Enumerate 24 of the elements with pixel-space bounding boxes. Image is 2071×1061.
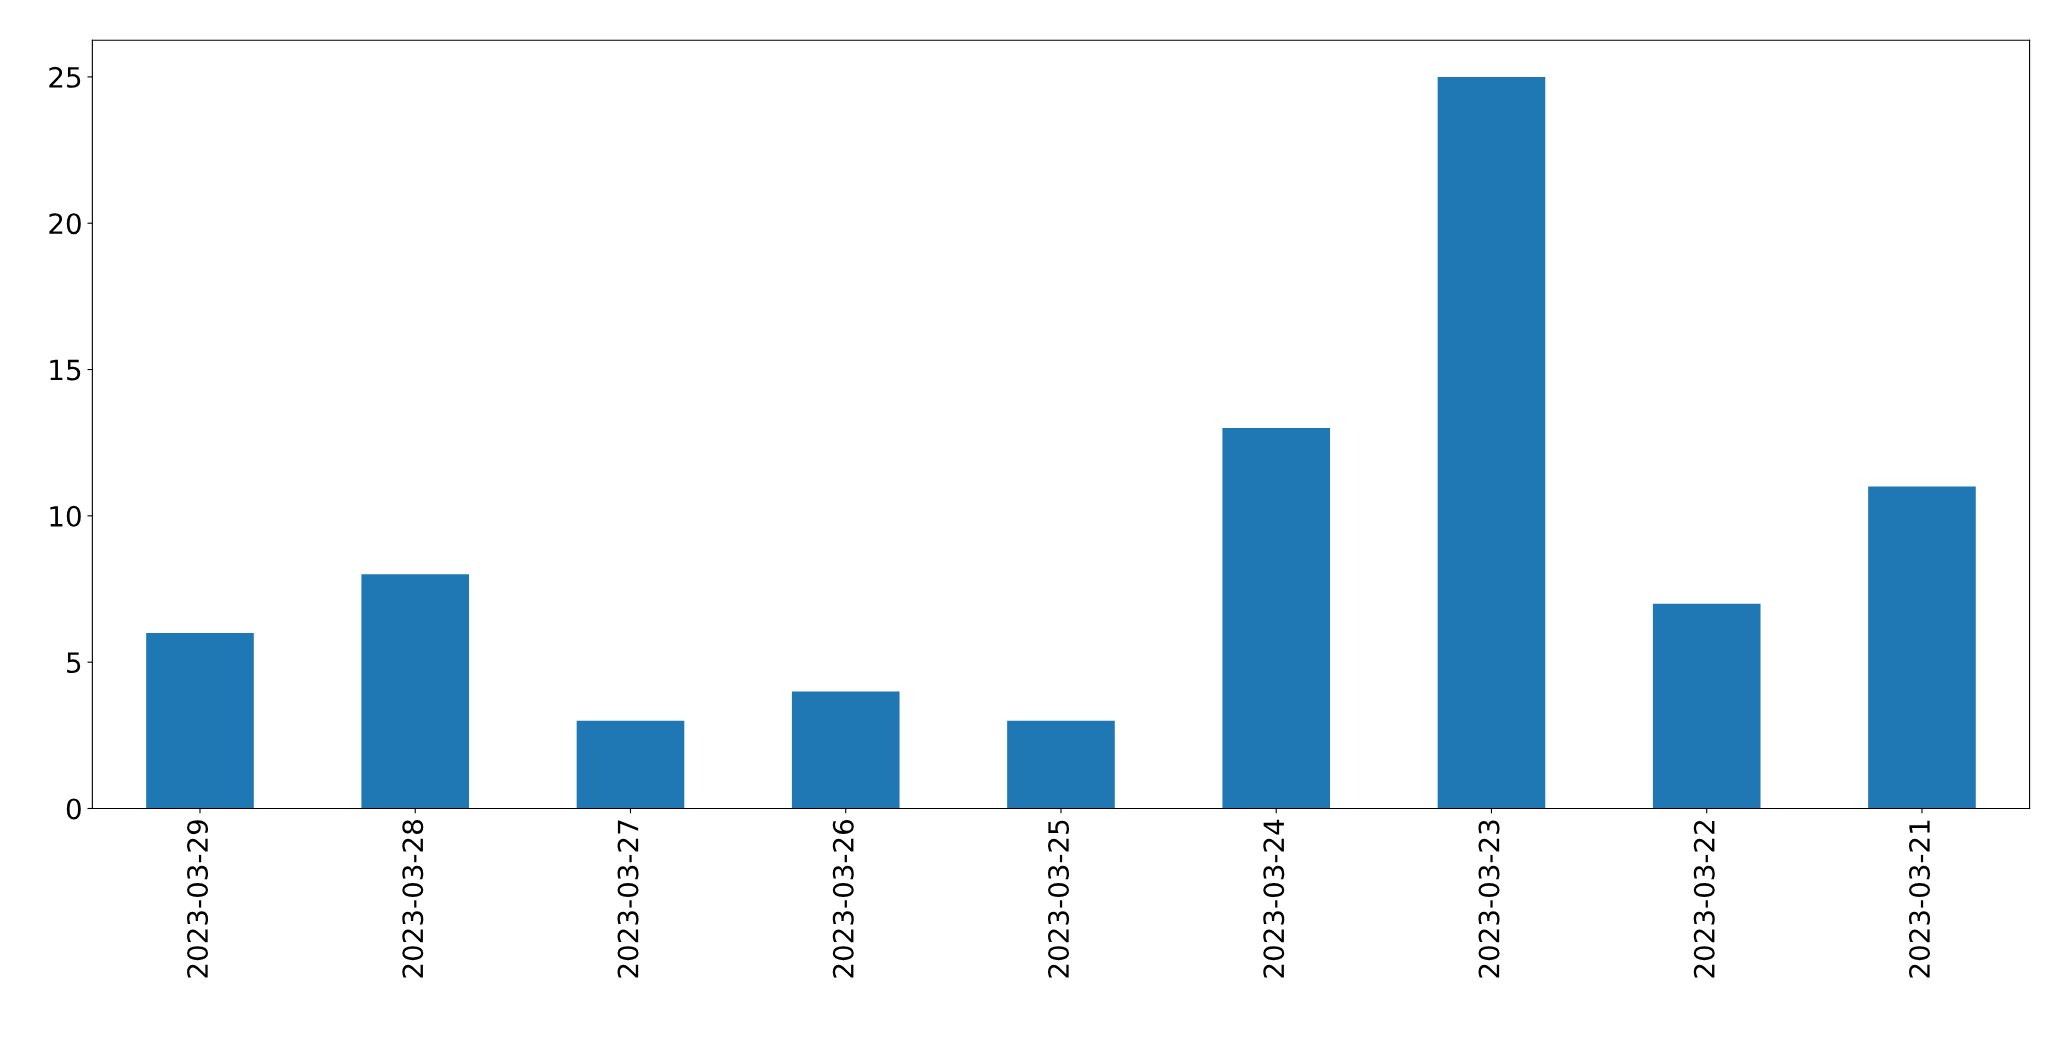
bar — [361, 574, 470, 809]
y-tick-label: 5 — [67, 652, 81, 674]
bar — [1868, 486, 1976, 809]
y-tick-label: 10 — [50, 505, 81, 527]
x-tick-label: 2023-03-24 — [1263, 819, 1285, 978]
bar — [1437, 76, 1546, 809]
bar — [576, 720, 685, 809]
x-tick-label: 2023-03-27 — [617, 820, 639, 978]
y-tick-label: 15 — [50, 359, 81, 381]
y-tick-label: 20 — [49, 213, 81, 235]
y-tick-label: 25 — [49, 66, 81, 88]
x-tick-label: 2023-03-28 — [402, 820, 424, 978]
x-tick-label: 2023-03-29 — [187, 820, 209, 978]
x-tick-label: 2023-03-22 — [1693, 820, 1715, 978]
x-tick-label: 2023-03-26 — [832, 819, 854, 978]
bar — [791, 691, 900, 809]
x-tick-label: 2023-03-21 — [1909, 820, 1931, 978]
x-tick-label: 2023-03-25 — [1048, 820, 1070, 978]
bar — [1652, 603, 1761, 809]
y-tick-label: 0 — [66, 798, 81, 820]
bar — [146, 632, 254, 809]
bar — [1222, 428, 1331, 809]
x-tick-label: 2023-03-23 — [1478, 820, 1500, 978]
bar — [1007, 720, 1115, 809]
